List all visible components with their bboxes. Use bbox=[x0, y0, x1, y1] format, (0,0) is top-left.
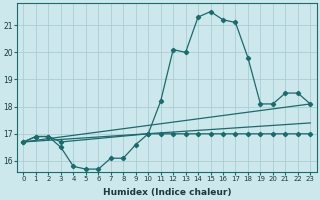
X-axis label: Humidex (Indice chaleur): Humidex (Indice chaleur) bbox=[103, 188, 231, 197]
